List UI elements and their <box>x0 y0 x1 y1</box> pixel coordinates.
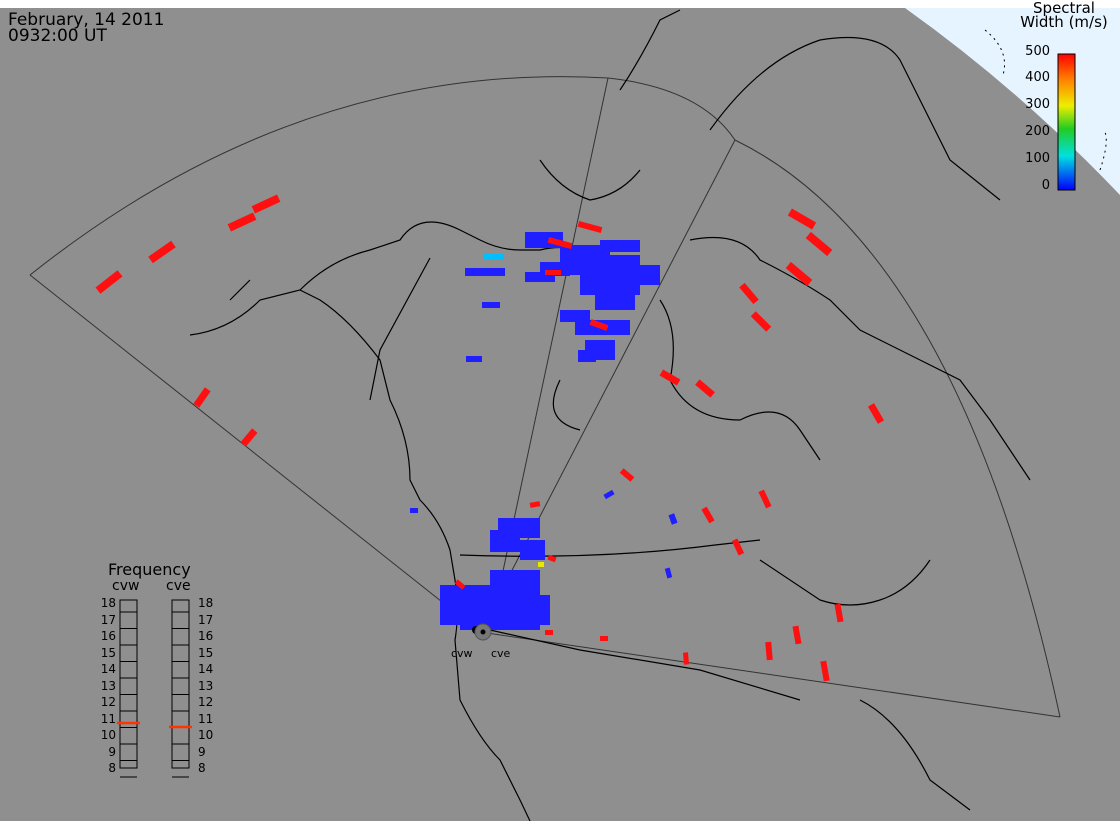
echo-cell <box>867 403 885 424</box>
frequency-scale-label: 17 <box>198 612 214 627</box>
echo-cell <box>465 268 505 276</box>
frequency-scale-label: 17 <box>100 612 116 627</box>
frequency-scale-label: 9 <box>108 744 116 759</box>
echo-cell <box>560 310 590 322</box>
echo-cell <box>600 240 640 252</box>
echo-cell <box>695 379 715 398</box>
echo-cell <box>545 630 553 635</box>
echo-cell <box>758 489 772 509</box>
coastlines <box>189 9 1031 821</box>
echo-cell <box>529 501 541 508</box>
colorbar-tick: 300 <box>1025 97 1050 112</box>
frequency-scale-label: 14 <box>198 662 214 676</box>
echo-cell <box>484 254 504 260</box>
frequency-scale-label: 12 <box>100 695 116 709</box>
echo-cell <box>701 506 715 524</box>
low-width-echoes <box>410 232 678 630</box>
frequency-scale-label: 11 <box>198 711 214 726</box>
echo-cell <box>785 261 813 287</box>
colorbar-title-line1: Spectral <box>1033 0 1095 17</box>
echo-cell <box>520 540 545 560</box>
echo-cell <box>410 508 418 513</box>
echo-cell <box>240 428 258 447</box>
station-label-cvw: cvw <box>451 647 473 660</box>
sky-dotted-arc-2 <box>1099 129 1107 171</box>
echo-cell <box>525 272 555 282</box>
echo-cell <box>490 530 520 552</box>
echo-cell <box>227 212 257 232</box>
echo-cell <box>538 562 544 567</box>
echo-cell <box>490 570 540 595</box>
echo-cell <box>659 369 681 386</box>
date-label: February, 14 2011 <box>8 10 165 30</box>
field-of-view <box>29 76 1061 718</box>
echo-cell <box>577 220 603 234</box>
echo-cell <box>765 641 773 661</box>
time-label: 0932:00 UT <box>8 26 107 46</box>
colorbar <box>1057 53 1076 191</box>
frequency-scale-label: 12 <box>198 695 214 709</box>
frequency-scale-label: 9 <box>198 744 206 759</box>
frequency-scale-label: 14 <box>100 662 116 676</box>
echo-cell <box>589 319 609 331</box>
echo-cell <box>547 554 557 563</box>
echo-cell <box>820 660 830 682</box>
echo-cell <box>251 194 281 214</box>
colorbar-tick: 200 <box>1025 124 1050 139</box>
colorbar-tick: 100 <box>1025 151 1050 166</box>
frequency-title: Frequency <box>108 560 191 579</box>
frequency-scale-label: 10 <box>100 728 116 742</box>
frequency-scale-label: 8 <box>198 761 206 775</box>
high-width-echoes <box>95 194 885 682</box>
echo-cell <box>603 489 615 500</box>
echo-cell <box>95 270 123 294</box>
echo-cell <box>148 240 176 264</box>
frequency-scale-label: 13 <box>198 678 214 693</box>
frequency-scale-label: 15 <box>198 645 214 660</box>
echo-cell <box>664 567 673 579</box>
echo-cell <box>682 652 690 665</box>
echo-cell <box>547 236 573 250</box>
echo-cell <box>595 290 635 310</box>
frequency-scale-label: 16 <box>198 629 214 643</box>
echo-cell <box>454 579 466 590</box>
frequency-scale-label: 15 <box>100 645 116 660</box>
frequency-radar-left: cvw <box>112 578 140 594</box>
echo-cell <box>545 270 561 275</box>
frequency-scale-label: 13 <box>100 678 116 693</box>
echo-cell <box>787 208 817 230</box>
frequency-scale-label: 11 <box>100 711 116 726</box>
echo-cell <box>750 311 772 332</box>
echo-cell <box>805 231 833 257</box>
frequency-scale-label: 10 <box>198 728 214 742</box>
echo-cell <box>619 468 635 482</box>
frequency-scale-label: 8 <box>108 761 116 775</box>
echo-cell <box>620 265 660 285</box>
echo-cell <box>482 302 500 308</box>
frequency-radar-right: cve <box>166 578 191 594</box>
station-label-cve: cve <box>491 647 511 660</box>
echo-cell <box>668 513 678 525</box>
echo-cell <box>466 356 482 362</box>
frequency-scale-label: 18 <box>198 596 214 610</box>
colorbar-tick: 500 <box>1025 44 1050 59</box>
frequency-scale-label: 18 <box>100 596 116 610</box>
echo-cell <box>792 625 802 645</box>
echo-cell <box>193 387 211 408</box>
echo-cell <box>739 282 759 305</box>
echo-cell <box>731 538 745 556</box>
echo-cell <box>610 320 630 335</box>
colorbar-title-line2: Width (m/s) <box>1020 13 1108 31</box>
echo-cell <box>578 350 596 362</box>
echo-cell <box>510 595 550 625</box>
colorbar-tick: 400 <box>1025 70 1050 85</box>
echo-cell <box>834 603 844 623</box>
echo-cell <box>600 636 608 641</box>
frequency-gauges <box>119 599 190 769</box>
colorbar-tick: 0 <box>1041 178 1050 193</box>
frequency-scale-label: 16 <box>100 629 116 643</box>
